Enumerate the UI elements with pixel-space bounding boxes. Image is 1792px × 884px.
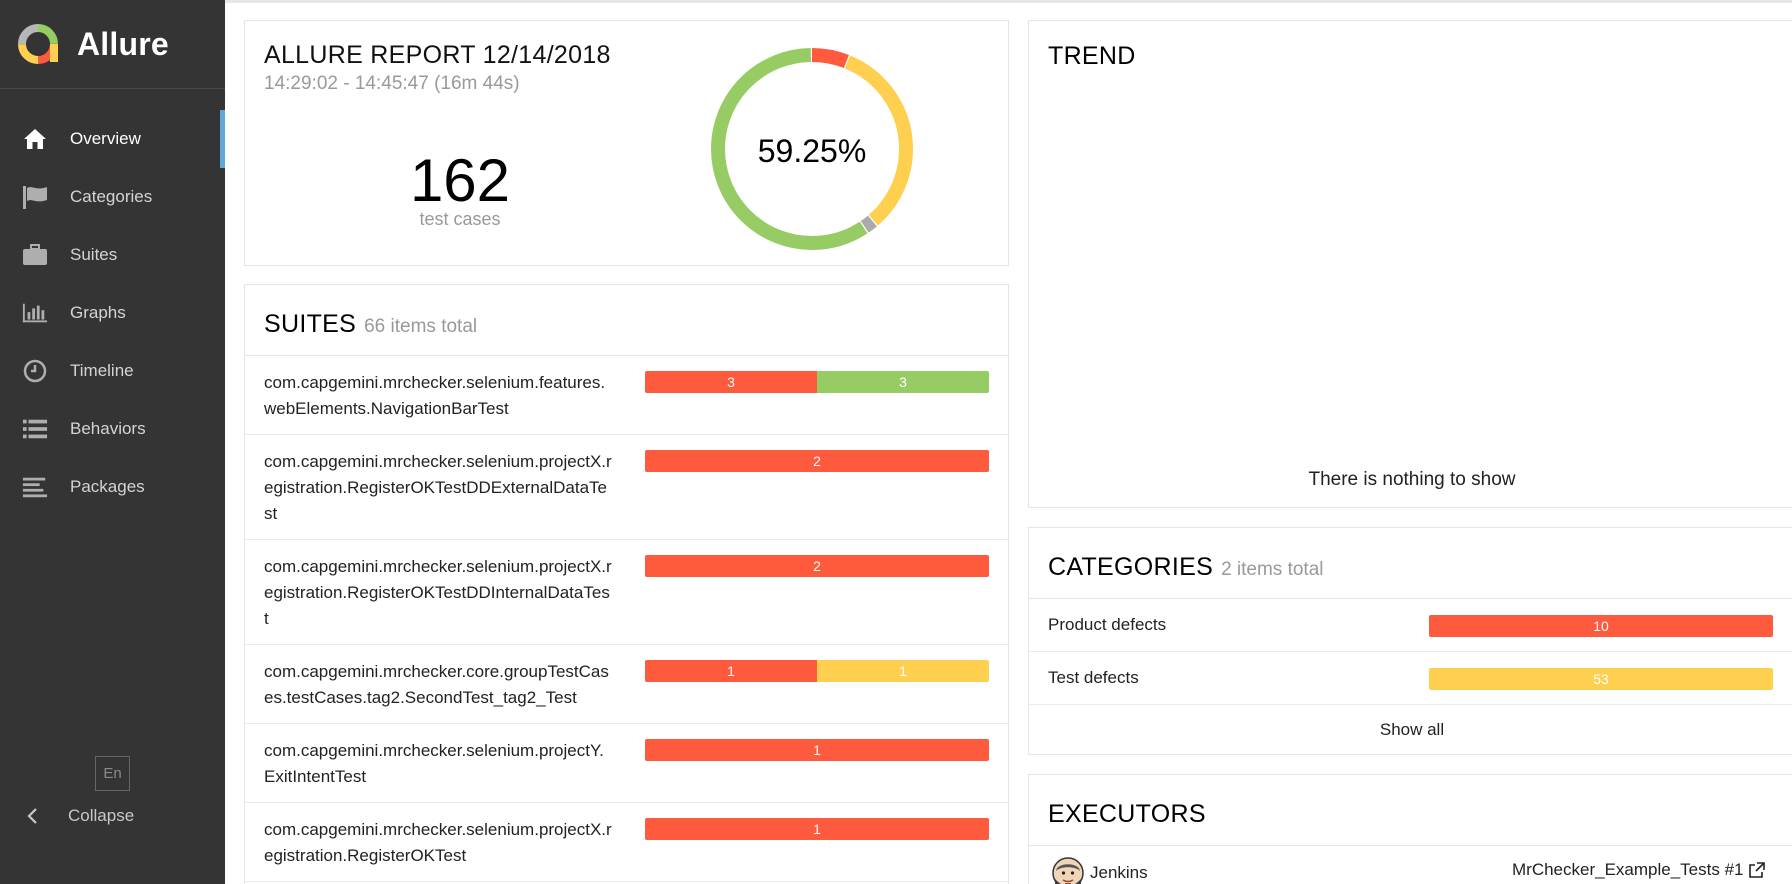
sidebar-item-behaviors[interactable]: Behaviors: [0, 400, 225, 458]
suite-row[interactable]: com.capgemini.mrchecker.selenium.project…: [245, 540, 1008, 645]
suite-row[interactable]: com.capgemini.mrchecker.selenium.project…: [245, 724, 1008, 803]
sidebar-item-suites[interactable]: Suites: [0, 226, 225, 284]
report-time-range: 14:29:02 - 14:45:47 (16m 44s): [264, 73, 520, 94]
suites-total: 66 items total: [364, 315, 478, 337]
test-case-count-label: test cases: [419, 209, 501, 229]
executors-header: EXECUTORS: [1029, 775, 1792, 846]
suite-name: com.capgemini.mrchecker.selenium.project…: [264, 820, 612, 865]
suites-widget: SUITES 66 items total com.capgemini.mrch…: [244, 284, 1009, 884]
trend-title: TREND: [1048, 42, 1136, 70]
suite-status-segment: 2: [645, 555, 989, 577]
show-all-categories-button[interactable]: Show all: [1379, 720, 1445, 739]
executor-build-link[interactable]: MrChecker_Example_Tests #1: [1512, 860, 1766, 880]
suite-name: com.capgemini.mrchecker.selenium.project…: [264, 452, 612, 523]
suite-status-bar: 2: [645, 555, 989, 577]
suite-status-bar: 2: [645, 450, 989, 472]
trend-empty-message: There is nothing to show: [1308, 469, 1516, 490]
category-count: 10: [1429, 615, 1773, 637]
align-left-icon: [22, 474, 48, 500]
donut-segment-failed[interactable]: [711, 48, 913, 250]
app-name: Allure: [77, 25, 169, 62]
executor-name: Jenkins: [1090, 862, 1148, 882]
sidebar-item-packages[interactable]: Packages: [0, 458, 225, 516]
sidebar-item-label: Timeline: [70, 361, 134, 380]
clock-icon: [22, 358, 48, 384]
sidebar-item-label: Packages: [70, 477, 145, 496]
donut-segment-passed[interactable]: [711, 48, 913, 250]
suite-row[interactable]: com.capgemini.mrchecker.selenium.feature…: [245, 356, 1008, 435]
test-case-count: 162: [409, 147, 511, 214]
executor-build-label: MrChecker_Example_Tests #1: [1512, 860, 1744, 879]
sidebar-item-overview[interactable]: Overview: [0, 110, 225, 168]
suite-status-segment: 1: [645, 818, 989, 840]
language-button[interactable]: En: [95, 756, 130, 791]
sidebar-nav: Overview Categories Suites Graphs Timeli…: [0, 110, 225, 516]
suite-status-segment: 1: [817, 660, 989, 682]
briefcase-icon: [22, 242, 48, 268]
success-rate: 59.25%: [757, 133, 867, 169]
external-link-icon: [1749, 861, 1766, 878]
sidebar-item-graphs[interactable]: Graphs: [0, 284, 225, 342]
categories-total: 2 items total: [1221, 558, 1324, 580]
suite-status-segment: 1: [645, 660, 817, 682]
category-row[interactable]: Product defects 10: [1029, 599, 1792, 652]
suite-name: com.capgemini.mrchecker.core.groupTestCa…: [264, 662, 609, 707]
categories-list: Product defects 10 Test defects 53: [1029, 599, 1792, 705]
suite-status-segment: 3: [645, 371, 817, 393]
flag-icon: [22, 184, 48, 210]
home-icon: [22, 126, 48, 152]
bar-chart-icon: [22, 300, 48, 326]
suite-row[interactable]: com.capgemini.mrchecker.selenium.project…: [245, 435, 1008, 540]
category-count-bar: 10: [1429, 615, 1773, 637]
suite-status-segment: 2: [645, 450, 989, 472]
suite-status-segment: 3: [817, 371, 989, 393]
collapse-label: Collapse: [68, 806, 135, 825]
donut-segment-broken[interactable]: [711, 48, 913, 250]
category-row[interactable]: Test defects 53: [1029, 652, 1792, 705]
sidebar-item-label: Overview: [70, 129, 141, 148]
sidebar-item-label: Graphs: [70, 303, 126, 322]
categories-header: CATEGORIES 2 items total: [1029, 528, 1792, 599]
top-divider: [225, 0, 1792, 3]
suite-name: com.capgemini.mrchecker.selenium.project…: [264, 741, 604, 786]
status-donut-chart[interactable]: [709, 46, 915, 252]
suites-list: com.capgemini.mrchecker.selenium.feature…: [245, 356, 1008, 882]
suite-status-bar: 1: [645, 818, 989, 840]
suite-row[interactable]: com.capgemini.mrchecker.core.groupTestCa…: [245, 645, 1008, 724]
report-title: ALLURE REPORT 12/14/2018: [264, 41, 611, 69]
sidebar-item-label: Suites: [70, 245, 118, 264]
allure-logo-icon: [18, 24, 58, 64]
suites-header: SUITES 66 items total: [245, 285, 1008, 356]
suite-name: com.capgemini.mrchecker.selenium.feature…: [264, 373, 606, 418]
trend-widget: TREND There is nothing to show: [1028, 20, 1792, 508]
sidebar-item-label: Behaviors: [70, 419, 146, 438]
categories-widget: CATEGORIES 2 items total Product defects…: [1028, 527, 1792, 755]
executors-title: EXECUTORS: [1048, 799, 1206, 828]
brand[interactable]: Allure: [0, 0, 225, 89]
suite-status-segment: 1: [645, 739, 989, 761]
categories-title: CATEGORIES: [1048, 552, 1214, 581]
executors-widget: EXECUTORS Jenkins MrChecker_Example_Test…: [1028, 774, 1792, 884]
suite-row[interactable]: com.capgemini.mrchecker.selenium.project…: [245, 803, 1008, 882]
sidebar: Allure Overview Categories Suites Graphs: [0, 0, 225, 884]
collapse-button[interactable]: Collapse: [26, 806, 134, 826]
category-count-bar: 53: [1429, 668, 1773, 690]
category-name: Product defects: [1048, 615, 1167, 634]
suite-status-bar: 1: [645, 739, 989, 761]
category-name: Test defects: [1048, 668, 1139, 687]
list-icon: [22, 416, 48, 442]
suite-name: com.capgemini.mrchecker.selenium.project…: [264, 557, 612, 628]
chevron-left-icon: [26, 806, 42, 826]
sidebar-item-label: Categories: [70, 187, 153, 206]
jenkins-icon: [1052, 856, 1084, 884]
suites-title: SUITES: [264, 309, 357, 338]
summary-widget: ALLURE REPORT 12/14/2018 14:29:02 - 14:4…: [244, 20, 1009, 266]
executor-row: Jenkins MrChecker_Example_Tests #1: [1029, 846, 1792, 884]
category-count: 53: [1429, 668, 1773, 690]
sidebar-item-categories[interactable]: Categories: [0, 168, 225, 226]
sidebar-item-timeline[interactable]: Timeline: [0, 342, 225, 400]
